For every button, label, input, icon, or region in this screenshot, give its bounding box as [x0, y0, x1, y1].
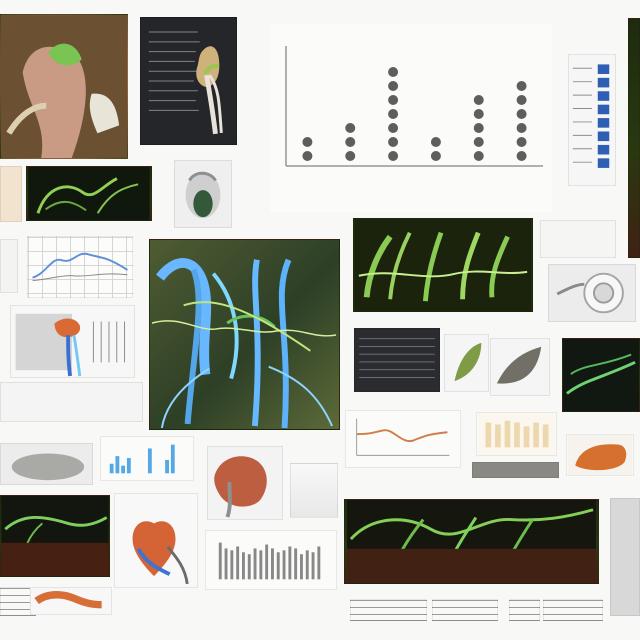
dark-data-table — [354, 328, 440, 392]
orange-organ-specimen — [207, 446, 283, 520]
right-side-table — [568, 54, 616, 186]
far-right-dark-strip — [628, 18, 640, 258]
line-chart-center — [345, 410, 461, 468]
main-bar-chart-panel — [270, 24, 552, 212]
green-dark-panel-bottom-center — [344, 499, 599, 584]
bottom-text-strip-3 — [432, 599, 498, 621]
green-root-graphic-2 — [354, 219, 532, 311]
line-graph-panel — [27, 236, 133, 298]
bulb-object-figure — [174, 160, 232, 228]
bar-segment-5-5 — [473, 95, 484, 105]
bar-segment-4-2 — [430, 137, 441, 147]
bottom-text-strip-4 — [509, 599, 540, 621]
orange-shell-graphic — [567, 435, 633, 475]
heart-diagram-graphic — [115, 494, 197, 587]
bar-segment-4-1 — [430, 151, 441, 161]
small-left-figure-1 — [0, 166, 22, 222]
bar-segment-3-4 — [388, 109, 399, 119]
grey-specimen-bottom-left — [0, 443, 93, 485]
leaf-specimen-1 — [444, 334, 489, 392]
dark-table-graphic — [141, 18, 236, 144]
bar-segment-3-1 — [388, 151, 399, 161]
bottom-text-strip-2 — [350, 599, 427, 621]
grey-specimen-graphic — [11, 453, 85, 481]
bar-segment-5-4 — [473, 109, 484, 119]
bottom-text-strip-5 — [543, 599, 603, 621]
heart-diagram-lower-left — [114, 493, 198, 588]
cross-section-figure — [10, 305, 135, 378]
bar-segment-6-5 — [516, 95, 527, 105]
green-root-image-top-left — [26, 166, 152, 221]
bottom-left-orange-object-graphic — [34, 591, 102, 609]
leaf-specimen-graphic-1 — [454, 342, 482, 382]
cross-section-graphic — [11, 306, 134, 377]
bar-segment-3-5 — [388, 95, 399, 105]
plant-root-illustration — [1, 15, 127, 158]
far-right-bottom-panel — [610, 498, 640, 616]
dark-table-figure — [140, 17, 237, 145]
bar-segment-3-3 — [388, 123, 399, 133]
bar-segment-6-3 — [516, 123, 527, 133]
green-roots-graphic-1 — [28, 167, 150, 220]
bar-segment-6-1 — [516, 151, 527, 161]
bar-segment-2-2 — [345, 137, 356, 147]
bar-chart — [285, 46, 543, 167]
bar-segment-6-4 — [516, 109, 527, 119]
green-dark-panel-bottom-left — [0, 495, 110, 577]
orange-organ-graphic — [208, 447, 282, 519]
bar-segment-5-1 — [473, 151, 484, 161]
green-root-panel-small-right — [562, 338, 640, 412]
bar-segment-6-6 — [516, 81, 527, 91]
bar-segment-5-2 — [473, 137, 484, 147]
green-root-graphic-3 — [563, 339, 639, 411]
large-bar-chart-lower — [205, 530, 337, 590]
bar-segment-6-2 — [516, 137, 527, 147]
leaf-specimen-2 — [490, 338, 550, 396]
gray-strip-center — [472, 462, 559, 478]
small-chart-top-right — [540, 220, 616, 258]
bar-segment-1-1 — [302, 151, 313, 161]
device-graphic — [549, 265, 635, 321]
bar-segment-2-3 — [345, 123, 356, 133]
dark-data-table-graphic — [359, 338, 435, 378]
leaf-specimen-graphic-2 — [496, 346, 542, 384]
small-bar-figure-left — [0, 382, 143, 422]
central-root-graphic — [150, 240, 339, 429]
bulb-object-graphic — [185, 171, 221, 219]
orange-bars-graphic — [477, 413, 556, 455]
bar-segment-2-1 — [345, 151, 356, 161]
small-grey-figure — [290, 463, 338, 518]
bar-segment-5-3 — [473, 123, 484, 133]
center-line-chart-graphic — [347, 411, 459, 467]
plant-root-photo-top-left — [0, 14, 128, 159]
blue-bar-chart-lower — [100, 436, 194, 481]
blue-bar-chart-lower-graphic — [102, 437, 192, 480]
device-image — [548, 264, 636, 322]
bar-segment-3-2 — [388, 137, 399, 147]
line-graph — [32, 252, 128, 282]
central-root-image — [149, 239, 340, 430]
left-flowchart-mini — [0, 239, 18, 293]
bar-segment-3-7 — [388, 67, 399, 77]
green-dark-graphic-bottom-left — [1, 496, 109, 576]
bar-segment-3-6 — [388, 81, 399, 91]
right-side-table-graphic — [569, 56, 615, 184]
orange-bars-figure — [476, 412, 557, 456]
bottom-left-orange-object — [30, 587, 112, 615]
large-bar-chart-lower-graphic — [207, 531, 335, 589]
bar-segment-1-2 — [302, 137, 313, 147]
green-dark-graphic-bottom-center — [347, 500, 596, 583]
green-root-panel-right — [353, 218, 533, 312]
orange-shell-figure — [566, 434, 634, 476]
